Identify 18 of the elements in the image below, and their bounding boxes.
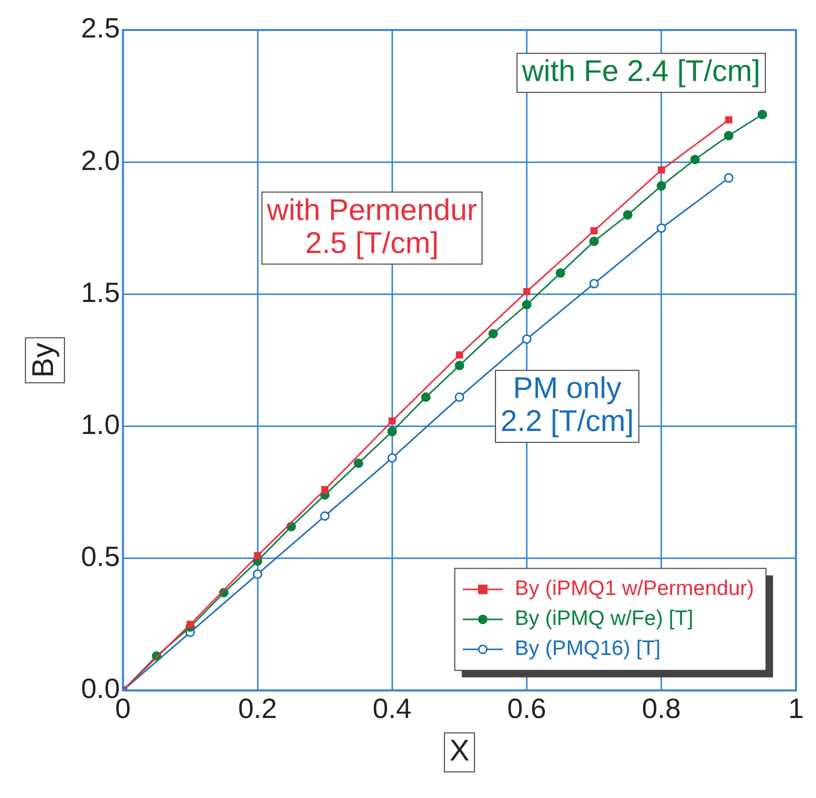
x-tick-label: 0.8 xyxy=(642,692,681,724)
x-tick-label: 0.6 xyxy=(507,692,546,724)
annotation: with Fe 2.4 [T/cm] xyxy=(520,55,760,88)
y-tick-label: 1.0 xyxy=(80,408,120,440)
y-tick-label: 2.0 xyxy=(80,144,120,176)
legend-label: By (iPMQ1 w/Permendur) xyxy=(514,577,754,600)
annotation: PM only 2.2 [T/cm] xyxy=(500,372,634,438)
x-tick-label: 0.4 xyxy=(372,692,412,724)
x-tick-label: 0.2 xyxy=(238,692,278,724)
annotation: with Permendur 2.5 [T/cm] xyxy=(266,194,478,260)
y-tick-label: 0.5 xyxy=(80,541,120,572)
y-tick-label: 1.5 xyxy=(80,276,120,308)
x-tick-label: 1 xyxy=(788,692,804,724)
legend-label: By (PMQ16) [T] xyxy=(514,637,661,660)
y-tick-label: 2.5 xyxy=(80,12,120,44)
x-axis-title: X xyxy=(449,734,470,768)
legend-label: By (iPMQ w/Fe) [T] xyxy=(514,607,694,630)
y-axis-title: By xyxy=(27,342,60,378)
